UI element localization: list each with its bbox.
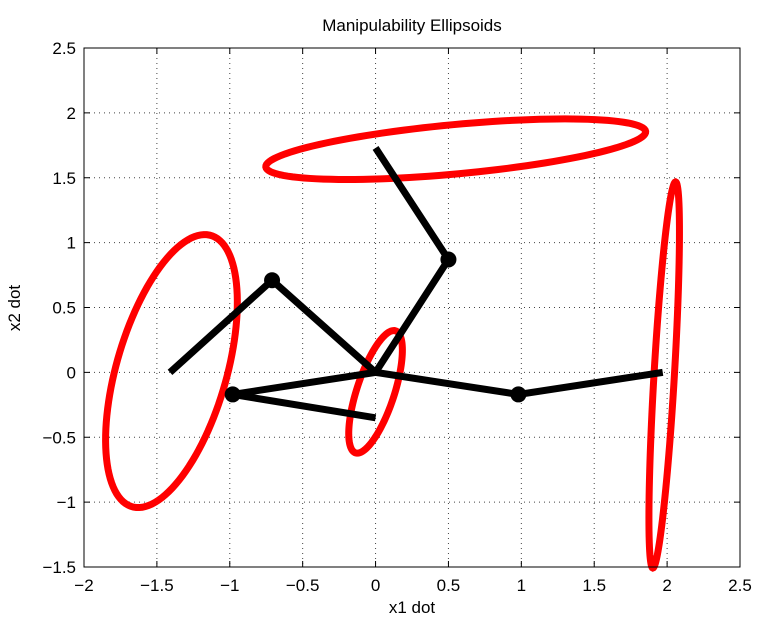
- y-tick-label: −0.5: [42, 428, 76, 447]
- x-tick-label: 0.5: [437, 576, 461, 595]
- arm-joint: [510, 386, 527, 403]
- y-tick-label: 1: [67, 234, 76, 253]
- arm-joint: [440, 251, 457, 268]
- x-tick-label: 1.5: [582, 576, 606, 595]
- x-tick-label: 1: [517, 576, 526, 595]
- x-axis-title: x1 dot: [389, 598, 436, 617]
- chart-title: Manipulability Ellipsoids: [322, 16, 502, 35]
- y-tick-label: −1: [57, 493, 76, 512]
- arm-joint: [224, 386, 241, 403]
- manipulability-ellipse: [262, 115, 650, 183]
- ellipses: [102, 115, 683, 572]
- arm-joint: [264, 272, 281, 289]
- x-tick-label: −1.5: [140, 576, 174, 595]
- y-tick-label: 2: [67, 104, 76, 123]
- plot-background: [84, 48, 740, 567]
- x-tick-label: −2: [74, 576, 93, 595]
- x-tick-label: 2.5: [728, 576, 752, 595]
- x-tick-label: −1: [220, 576, 239, 595]
- y-axis-title: x2 dot: [5, 285, 24, 332]
- y-tick-label: 0.5: [52, 299, 76, 318]
- axis-ticks: −2 −1.5 −1 −0.5 0 0.5 1 1.5 2 2.5−1.5−1−0.500.511…: [42, 39, 751, 595]
- x-tick-label: 0: [371, 576, 380, 595]
- y-tick-label: 1.5: [52, 169, 76, 188]
- manipulability-ellipse: [345, 327, 406, 457]
- y-tick-label: −1.5: [42, 558, 76, 577]
- y-tick-label: 0: [67, 363, 76, 382]
- x-tick-label: −0.5: [286, 576, 320, 595]
- x-tick-label: 2: [662, 576, 671, 595]
- manipulability-ellipse: [645, 178, 683, 572]
- arm-configurations: [167, 145, 664, 422]
- y-tick-label: 2.5: [52, 39, 76, 58]
